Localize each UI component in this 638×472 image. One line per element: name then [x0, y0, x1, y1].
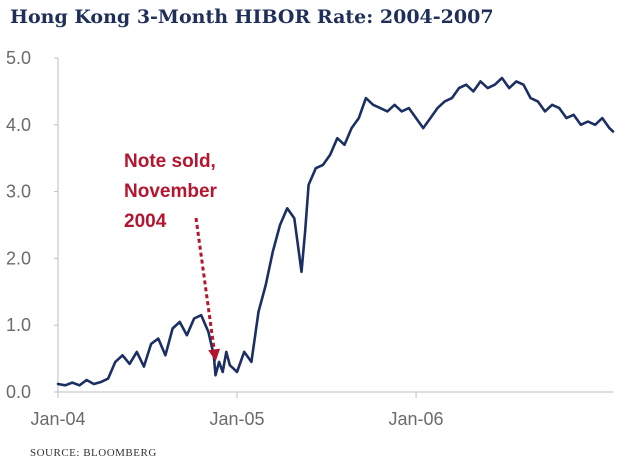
annotation-arrowhead	[208, 348, 221, 362]
annotation-text: Note sold, November 2004	[124, 151, 218, 232]
y-axis-ticks: 0.0 1.0 2.0 3.0 4.0 5.0	[6, 48, 58, 402]
annotation-line: 2004	[124, 211, 167, 232]
y-tick-label: 3.0	[6, 182, 31, 202]
y-tick-label: 0.0	[6, 382, 31, 402]
x-tick-label: Jan-04	[30, 409, 85, 429]
y-tick-label: 1.0	[6, 315, 31, 335]
annotation-line: Note sold,	[124, 151, 216, 172]
source-note: SOURCE: BLOOMBERG	[30, 447, 157, 459]
x-tick-label: Jan-06	[389, 409, 444, 429]
annotation-line: November	[124, 181, 218, 202]
y-tick-label: 4.0	[6, 115, 31, 135]
annotation-arrow	[194, 217, 216, 350]
x-axis-ticks: Jan-04 Jan-05 Jan-06	[30, 392, 444, 429]
chart-title: Hong Kong 3-Month HIBOR Rate: 2004-2007	[10, 6, 494, 28]
x-tick-label: Jan-05	[210, 409, 265, 429]
y-tick-label: 2.0	[6, 248, 31, 268]
y-tick-label: 5.0	[6, 48, 31, 68]
hibor-series-line	[56, 76, 615, 387]
plot-area: 0.0 1.0 2.0 3.0 4.0 5.0 Jan-04 Jan-05 Jan-06 No…	[6, 48, 615, 429]
